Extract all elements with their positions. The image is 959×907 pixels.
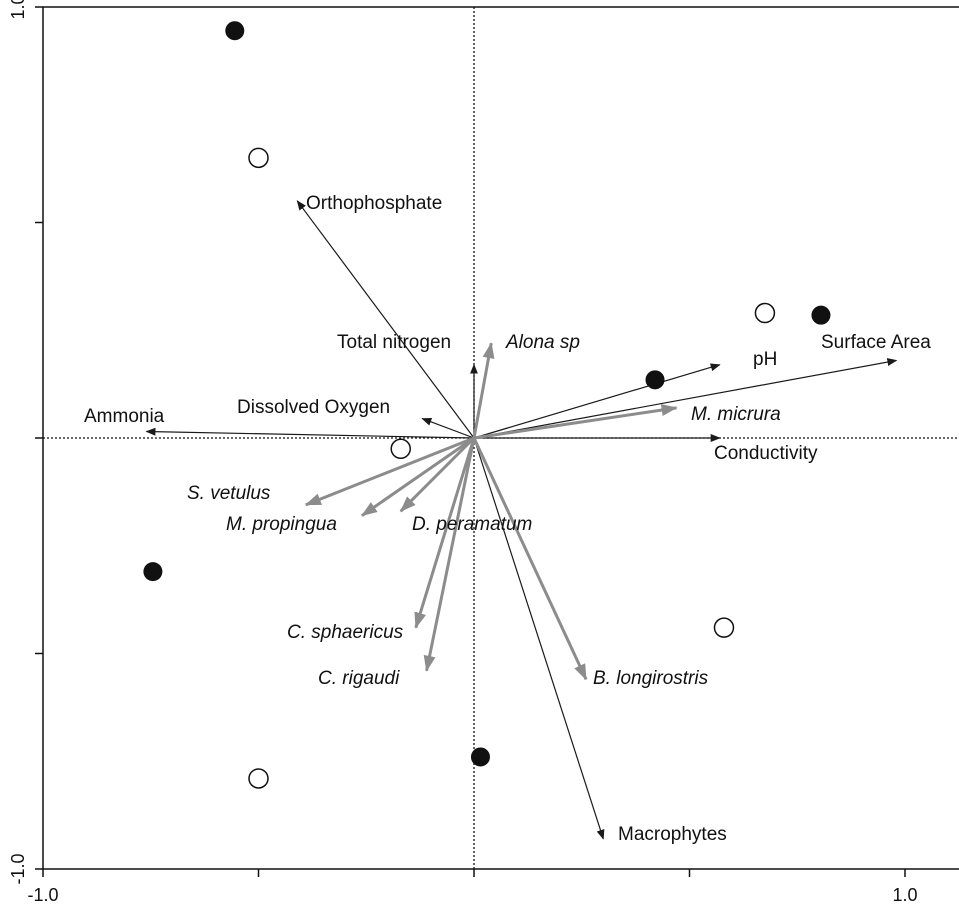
env-arrow <box>145 427 475 439</box>
site-point-open <box>713 617 735 638</box>
site-point-filled <box>645 370 665 390</box>
env-arrow <box>473 363 721 439</box>
species-label: Alona sp <box>505 332 580 353</box>
y-tick-label: -1.0 <box>8 853 28 884</box>
x-tick-label: 1.0 <box>892 885 917 905</box>
site-point-open <box>248 768 269 789</box>
env-label: pH <box>753 349 777 370</box>
env-label: Macrophytes <box>618 824 727 845</box>
site-point-filled <box>225 21 245 41</box>
environmental-vectors <box>145 200 898 840</box>
env-label: Total nitrogen <box>337 332 451 353</box>
env-arrow <box>421 418 475 439</box>
species-label: C. sphaericus <box>287 622 404 643</box>
species-arrow <box>423 437 476 672</box>
env-label: Conductivity <box>714 443 818 464</box>
env-label: Orthophosphate <box>306 193 442 214</box>
species-label: M. propingua <box>226 514 337 535</box>
site-point-open <box>248 147 269 169</box>
site-point-open <box>390 438 411 460</box>
env-label: Dissolved Oxygen <box>237 397 390 418</box>
species-label: C. rigaudi <box>318 668 400 689</box>
env-arrow <box>473 358 898 439</box>
site-point-filled <box>811 305 831 325</box>
env-label: Ammonia <box>84 406 165 427</box>
species-arrow <box>361 436 475 517</box>
species-arrow <box>399 436 476 513</box>
species-label: M. micrura <box>691 404 781 425</box>
site-point-filled <box>470 747 490 767</box>
axes: -1.0 1.0 -1.0 1.0 <box>8 0 918 905</box>
y-tick-label: 1.0 <box>8 0 28 20</box>
species-label: B. longirostris <box>593 668 709 689</box>
env-label: Surface Area <box>821 332 931 353</box>
site-points <box>143 21 831 789</box>
species-vectors <box>304 342 678 681</box>
species-arrow <box>414 437 476 629</box>
species-arrow <box>473 404 678 440</box>
species-label: D. peramatum <box>412 514 532 535</box>
site-point-open <box>754 302 776 324</box>
env-arrow <box>296 200 475 439</box>
species-label: S. vetulus <box>187 483 271 504</box>
species-arrow <box>472 342 495 439</box>
env-arrow <box>473 437 605 840</box>
species-arrow <box>304 436 475 507</box>
site-point-filled <box>143 562 163 582</box>
x-tick-label: -1.0 <box>27 885 58 905</box>
vector-labels: Orthophosphate Total nitrogen Dissolved Ox… <box>84 193 931 845</box>
species-arrow <box>472 437 588 681</box>
